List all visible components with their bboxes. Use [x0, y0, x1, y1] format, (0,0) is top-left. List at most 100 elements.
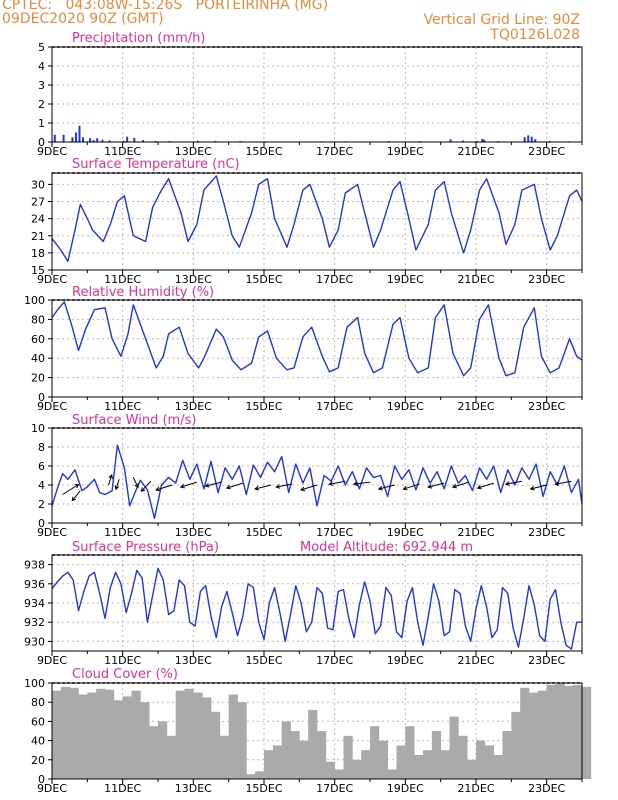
cloud-bar	[405, 726, 415, 779]
x-tick-label: 17DEC	[316, 654, 353, 667]
precip-bar	[96, 138, 99, 142]
panel-5: 930 932 934 936 938 9DEC 11DEC 13DEC 15DEC 17DEC 1…	[24, 540, 583, 667]
precip-bar	[89, 138, 92, 142]
panel-title: Precipitation (mm/h)	[72, 31, 205, 46]
panel-1: 0 1 2 3 4 5 9DEC 11DEC 13DEC 15DEC 17DEC 19DEC 21DEC…	[37, 31, 583, 158]
cloud-bar	[87, 692, 97, 779]
wind-arrow	[205, 481, 222, 487]
wind-arrowhead	[108, 474, 113, 480]
cloud-bar	[325, 761, 336, 779]
x-tick-label: 17DEC	[316, 782, 353, 795]
panel-6: 0 20 40 60 80 100 9DEC 11DEC 13DEC 15DEC 17DEC 19DE…	[24, 667, 592, 795]
wind-arrowhead	[377, 485, 383, 491]
cloud-bar	[467, 759, 477, 779]
x-tick-label: 13DEC	[175, 654, 212, 667]
cloud-bar	[175, 690, 185, 779]
x-tick-label: 9DEC	[37, 782, 67, 795]
y-tick-label: 27	[31, 196, 45, 209]
panel-title: Surface Wind (m/s)	[72, 413, 196, 428]
y-tick-label: 2	[38, 98, 45, 111]
x-tick-label: 23DEC	[528, 654, 565, 667]
x-tick-label: 11DEC	[104, 400, 141, 413]
cloud-bar	[352, 759, 362, 779]
y-tick-label: 0	[38, 391, 45, 404]
cloud-bar	[149, 726, 159, 779]
y-tick-label: 0	[38, 136, 45, 149]
x-tick-label: 15DEC	[245, 782, 282, 795]
wind-arrowhead	[179, 483, 185, 489]
header-model-id: TQ0126L028	[490, 27, 580, 43]
y-tick-label: 21	[31, 230, 45, 243]
x-tick-label: 15DEC	[245, 400, 282, 413]
x-tick-label: 19DEC	[387, 782, 424, 795]
x-tick-label: 21DEC	[457, 526, 494, 539]
x-tick-label: 17DEC	[316, 526, 353, 539]
wind-arrow	[403, 483, 420, 490]
cloud-bar	[458, 735, 468, 779]
wind-arrowhead	[402, 485, 408, 491]
x-tick-label: 15DEC	[245, 654, 282, 667]
cloud-bar	[281, 721, 291, 779]
wind-arrow	[276, 483, 293, 488]
y-tick-label: 18	[31, 247, 45, 260]
x-tick-label: 15DEC	[245, 273, 282, 286]
panel-frame	[51, 172, 583, 271]
wind-arrow	[329, 480, 346, 485]
y-tick-label: 80	[31, 313, 45, 326]
x-tick-label: 11DEC	[104, 654, 141, 667]
panel-annotation: Model Altitude: 692.944 m	[300, 540, 473, 555]
cloud-bar	[387, 769, 397, 779]
wind-arrow	[300, 484, 318, 491]
cloud-bar	[140, 702, 150, 779]
cloud-bar	[573, 684, 583, 779]
wind-arrow	[108, 474, 113, 486]
cloud-bar	[158, 721, 168, 779]
cloud-bar	[219, 735, 230, 779]
y-tick-label: 60	[31, 333, 45, 346]
x-tick-label: 19DEC	[387, 273, 424, 286]
y-tick-label: 60	[31, 715, 45, 728]
cloud-bar	[537, 690, 548, 779]
wind-arrowhead	[204, 483, 210, 488]
precip-bar	[53, 134, 56, 142]
precip-bar	[92, 140, 95, 142]
x-tick-label: 23DEC	[528, 400, 565, 413]
x-tick-label: 11DEC	[104, 526, 141, 539]
cloud-bar	[246, 774, 256, 779]
cloud-bar	[334, 769, 344, 779]
panel-frame	[51, 427, 583, 524]
y-tick-label: 80	[31, 696, 45, 709]
x-tick-label: 19DEC	[387, 400, 424, 413]
cloud-bar	[202, 697, 212, 779]
cloud-bar	[449, 716, 459, 779]
wind-arrow	[353, 481, 371, 485]
cloud-bar	[184, 688, 194, 779]
y-tick-label: 4	[38, 60, 45, 73]
y-tick-label: 0	[38, 773, 45, 786]
wind-arrowhead	[328, 481, 334, 486]
cloud-bar	[511, 711, 521, 779]
x-tick-label: 21DEC	[457, 782, 494, 795]
cloud-bar	[272, 745, 283, 779]
precip-bar	[523, 137, 526, 142]
cloud-bar	[529, 692, 539, 779]
cloud-bar	[440, 750, 450, 779]
x-tick-label: 19DEC	[387, 654, 424, 667]
wind-arrowhead	[155, 486, 161, 492]
cloud-bar	[484, 745, 495, 779]
wind-arrow	[140, 480, 152, 492]
wind-arrowhead	[476, 484, 482, 490]
cloud-bar	[237, 702, 247, 779]
panel-title: Surface Pressure (hPa)	[72, 540, 219, 555]
y-tick-label: 20	[31, 372, 45, 385]
cloud-bar	[520, 687, 530, 779]
x-tick-label: 23DEC	[528, 145, 565, 158]
x-tick-label: 13DEC	[175, 526, 212, 539]
series-line	[51, 175, 583, 263]
wind-arrowhead	[225, 484, 231, 490]
wind-arrow	[555, 480, 572, 485]
wind-arrow	[132, 477, 139, 488]
wind-arrowhead	[140, 487, 146, 492]
series-line	[51, 444, 583, 519]
y-tick-label: 3	[38, 79, 45, 92]
